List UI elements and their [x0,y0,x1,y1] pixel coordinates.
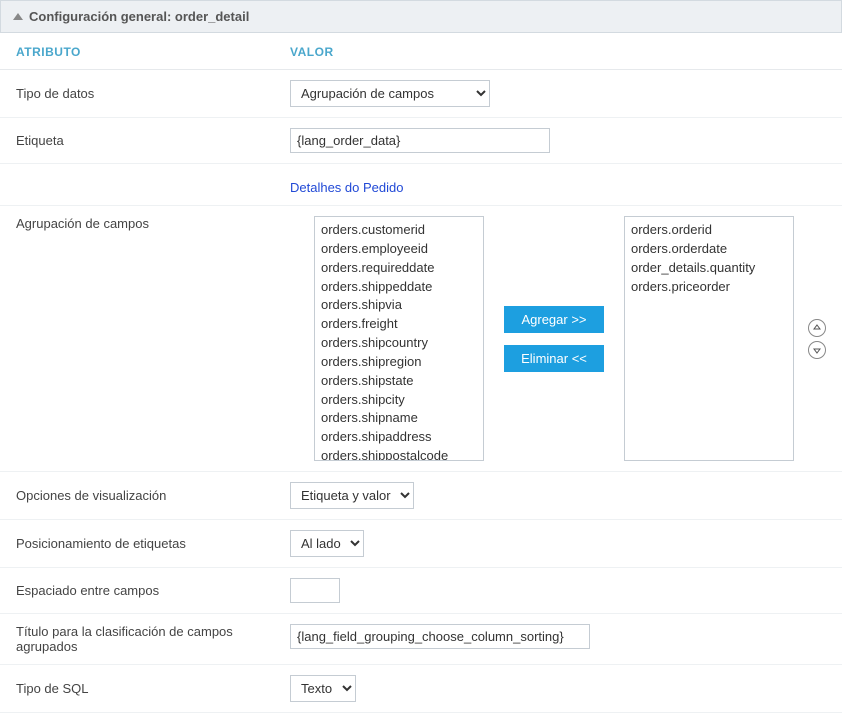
list-item[interactable]: orders.employeeid [321,240,477,259]
list-item[interactable]: orders.shipvia [321,296,477,315]
list-item[interactable]: orders.freight [321,315,477,334]
tipo-sql-select[interactable]: Texto [290,675,356,702]
list-item[interactable]: orders.shipcity [321,391,477,410]
col-attribute: ATRIBUTO [0,33,274,70]
list-item[interactable]: orders.customerid [321,221,477,240]
add-button[interactable]: Agregar >> [504,306,604,333]
row-etiqueta-label: Etiqueta [0,118,274,164]
list-item[interactable]: orders.shippeddate [321,278,477,297]
list-item[interactable]: orders.shipname [321,409,477,428]
list-item[interactable]: order_details.quantity [631,259,787,278]
etiqueta-preview-link[interactable]: Detalhes do Pedido [290,180,403,195]
tipo-datos-select[interactable]: Agrupación de campos [290,80,490,107]
panel-header[interactable]: Configuración general: order_detail [0,0,842,33]
list-item[interactable]: orders.shipregion [321,353,477,372]
move-up-icon[interactable] [808,319,826,337]
opciones-vis-select[interactable]: Etiqueta y valor [290,482,414,509]
list-item[interactable]: orders.requireddate [321,259,477,278]
list-item[interactable]: orders.priceorder [631,278,787,297]
row-opciones-vis-label: Opciones de visualización [0,472,274,520]
selected-fields-list[interactable]: orders.orderidorders.orderdateorder_deta… [624,216,794,461]
dual-list: orders.customeridorders.employeeidorders… [290,216,826,461]
list-item[interactable]: orders.shipaddress [321,428,477,447]
list-item[interactable]: orders.orderid [631,221,787,240]
row-pos-etiquetas-label: Posicionamiento de etiquetas [0,520,274,568]
list-item[interactable]: orders.orderdate [631,240,787,259]
col-value: VALOR [274,33,842,70]
espaciado-input[interactable] [290,578,340,603]
etiqueta-input[interactable] [290,128,550,153]
row-espaciado-label: Espaciado entre campos [0,568,274,614]
row-tipo-sql-label: Tipo de SQL [0,665,274,713]
panel-title: Configuración general: order_detail [29,9,249,24]
collapse-icon [13,13,23,20]
remove-button[interactable]: Eliminar << [504,345,604,372]
list-item[interactable]: orders.shipcountry [321,334,477,353]
titulo-clas-input[interactable] [290,624,590,649]
available-fields-list[interactable]: orders.customeridorders.employeeidorders… [314,216,484,461]
list-item[interactable]: orders.shipstate [321,372,477,391]
list-item[interactable]: orders.shippostalcode [321,447,477,461]
row-agrupacion-label: Agrupación de campos [0,206,274,472]
move-down-icon[interactable] [808,341,826,359]
settings-table: ATRIBUTO VALOR Tipo de datos Agrupación … [0,33,842,713]
pos-etiquetas-select[interactable]: Al lado [290,530,364,557]
row-titulo-clas-label: Título para la clasificación de campos a… [0,614,274,665]
row-tipo-datos-label: Tipo de datos [0,70,274,118]
